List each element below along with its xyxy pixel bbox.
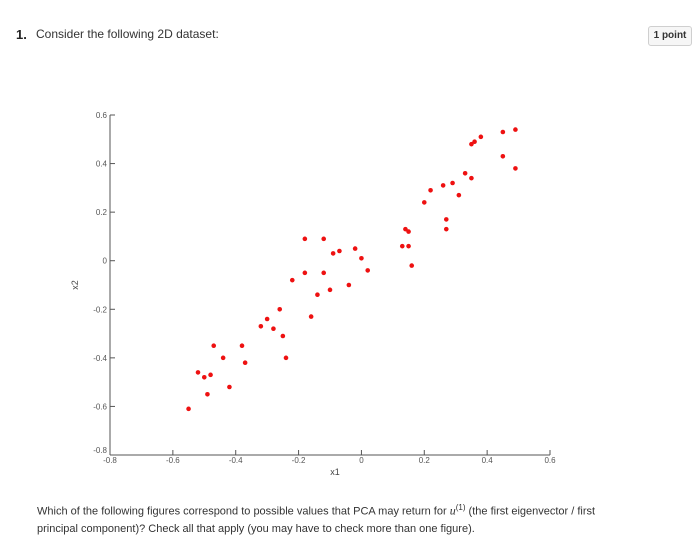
data-point (359, 255, 364, 261)
data-point (220, 355, 226, 361)
y-tick-label: -0.8 (93, 446, 107, 455)
data-point (280, 333, 286, 339)
x-tick-label: -0.4 (229, 456, 243, 465)
data-point (195, 370, 201, 375)
instruction-part-2: (the first eigenvector / first principal… (37, 505, 596, 535)
data-point (352, 246, 358, 251)
data-point (186, 406, 191, 412)
data-point (443, 226, 449, 232)
data-point (227, 384, 232, 390)
data-point (283, 355, 289, 361)
data-point (456, 192, 462, 198)
data-point (302, 270, 308, 276)
data-point (443, 217, 449, 222)
data-point (403, 226, 408, 232)
data-point (472, 139, 477, 145)
u-superscript: (1) (455, 503, 466, 512)
y-tick-label: -0.2 (93, 305, 107, 314)
data-point (211, 343, 217, 349)
data-point (330, 251, 336, 256)
y-tick-label: 0.2 (96, 208, 108, 217)
data-point (440, 183, 446, 188)
y-tick-label: 0.4 (96, 160, 108, 169)
data-point (500, 153, 506, 159)
data-point (264, 316, 270, 322)
data-point (201, 374, 207, 380)
x-tick-label: 0.2 (419, 456, 431, 465)
x-tick-label: 0.6 (544, 456, 556, 465)
data-point (271, 326, 276, 332)
y-tick-label: 0 (103, 257, 108, 266)
y-axis-title: x2 (70, 280, 80, 290)
data-point (205, 391, 210, 397)
data-point (327, 287, 333, 293)
data-point (321, 236, 327, 242)
x-tick-label: 0.4 (482, 456, 494, 465)
question-text: Consider the following 2D dataset: (36, 27, 219, 41)
data-point (462, 170, 468, 176)
data-point (513, 127, 518, 132)
u-variable: u (449, 503, 456, 518)
data-point (469, 141, 474, 147)
x-tick-label: -0.8 (103, 456, 117, 465)
x-axis-title: x1 (330, 467, 340, 477)
data-point (289, 277, 295, 283)
data-point (208, 372, 213, 378)
question-number: 1. (16, 27, 27, 42)
data-point (469, 175, 474, 181)
scatter-points (186, 127, 518, 412)
data-point (239, 343, 245, 349)
data-point (513, 166, 518, 171)
points-badge: 1 point (648, 26, 692, 46)
data-point (428, 187, 433, 193)
x-tick-label: -0.6 (166, 456, 180, 465)
data-point (478, 134, 484, 140)
data-point (406, 243, 411, 249)
data-point (365, 268, 371, 273)
data-point (406, 229, 411, 234)
data-point (321, 270, 327, 276)
data-point (277, 306, 283, 312)
instruction-text: Which of the following figures correspon… (37, 499, 617, 538)
x-tick-label: -0.2 (292, 456, 306, 465)
plot-axes: -0.8 -0.6 -0.4 -0.2 0 0.2 0.4 0.6 -0.8 -0.6 -0.4 -0… (70, 111, 556, 477)
data-point (302, 236, 308, 242)
data-point (450, 180, 455, 186)
data-point (399, 243, 405, 249)
data-point (242, 360, 248, 366)
y-tick-label: 0.6 (96, 111, 108, 120)
data-point (421, 200, 427, 205)
y-tick-label: -0.4 (93, 354, 107, 363)
data-point (409, 263, 415, 268)
data-point (337, 248, 342, 254)
data-point (346, 282, 352, 288)
y-tick-label: -0.6 (93, 402, 107, 411)
instruction-part-1: Which of the following figures correspon… (37, 505, 450, 518)
data-point (258, 323, 264, 329)
data-point (500, 129, 506, 135)
data-point (315, 292, 320, 298)
data-point (308, 314, 314, 319)
x-tick-label: 0 (359, 456, 364, 465)
